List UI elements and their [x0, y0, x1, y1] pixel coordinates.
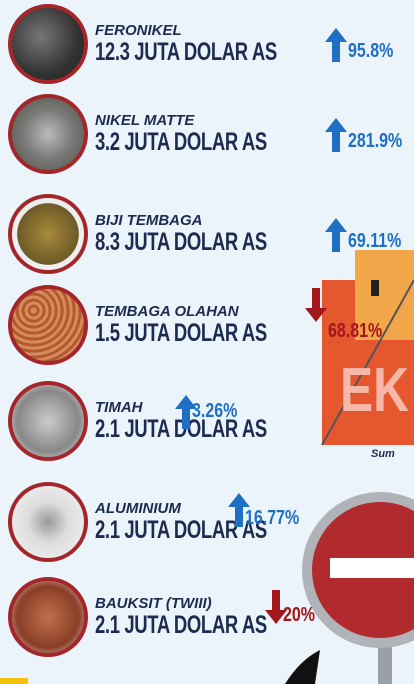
item-name: ALUMINIUM	[95, 500, 181, 517]
item-value: 12.3 JUTA DOLAR AS	[95, 38, 277, 66]
item-name: BIJI TEMBAGA	[95, 212, 203, 229]
item-value: 2.1 JUTA DOLAR AS	[95, 611, 267, 639]
item-name: NIKEL MATTE	[95, 112, 195, 129]
decor	[285, 650, 320, 684]
stop-bar	[330, 558, 414, 578]
arrow-down	[305, 288, 327, 322]
item-value: 1.5 JUTA DOLAR AS	[95, 319, 267, 347]
box	[355, 250, 414, 340]
item-image	[8, 94, 88, 174]
box-slot	[371, 280, 379, 296]
arrow-up	[325, 118, 347, 152]
item-change: 20%	[283, 604, 316, 626]
item-value: 3.2 JUTA DOLAR AS	[95, 128, 267, 156]
item-image	[8, 482, 88, 562]
item-image	[8, 577, 88, 657]
item-change: 69.11%	[348, 230, 402, 252]
item-image	[8, 4, 88, 84]
arrow-up	[325, 28, 347, 62]
item-change: 68.81%	[328, 320, 383, 342]
item-name: TIMAH	[95, 399, 143, 416]
item-change: 95.8%	[348, 40, 394, 62]
item-image	[8, 285, 88, 365]
arrow-up	[325, 218, 347, 252]
arrow-down	[265, 590, 287, 624]
item-name: BAUKSIT (TWIII)	[95, 595, 212, 612]
item-image	[8, 194, 88, 274]
item-change: 16.77%	[245, 507, 300, 529]
item-value: 2.1 JUTA DOLAR AS	[95, 415, 267, 443]
crane-line	[321, 279, 414, 446]
item-change: 3.26%	[192, 400, 238, 422]
item-name: TEMBAGA OLAHAN	[95, 303, 239, 320]
arrow-up	[228, 493, 250, 527]
item-change: 281.9%	[348, 130, 403, 152]
item-image	[8, 381, 88, 461]
container-text: EK	[340, 356, 409, 425]
item-value: 8.3 JUTA DOLAR AS	[95, 228, 267, 256]
decor-bar	[0, 678, 28, 684]
source-text: Sum	[371, 448, 395, 460]
item-name: FERONIKEL	[95, 22, 182, 39]
arrow-up	[175, 395, 197, 429]
